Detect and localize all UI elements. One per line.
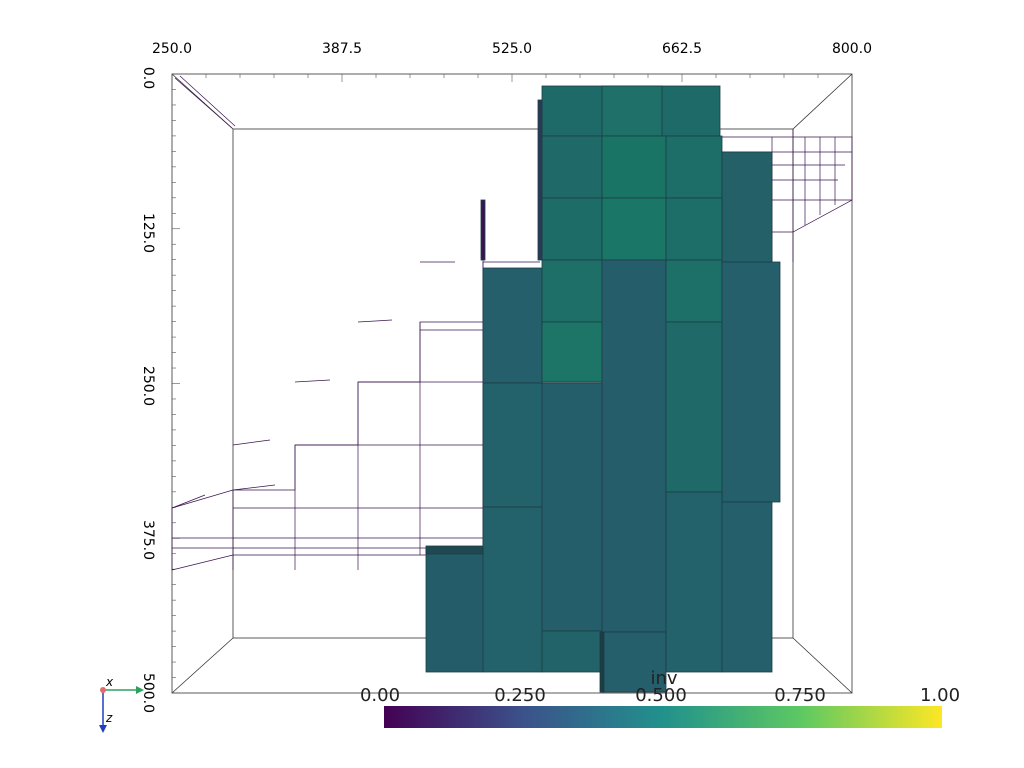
cell-side-face xyxy=(537,99,543,261)
y-tick-label: 250.0 xyxy=(140,366,156,406)
x-tick-label: 525.0 xyxy=(492,41,532,57)
y-tick-label: 0.0 xyxy=(140,67,156,89)
colorbar-tick-label: 0.500 xyxy=(635,685,687,706)
colorbar-title: inv xyxy=(650,668,677,689)
origin-dot-icon xyxy=(100,687,106,693)
colorbar-tick-label: 0.250 xyxy=(494,685,546,706)
cell xyxy=(482,267,543,384)
cell xyxy=(721,261,781,503)
cell xyxy=(601,259,667,633)
cell xyxy=(482,506,543,673)
cell xyxy=(665,135,723,199)
colorbar: inv 0.00 0.250 0.500 0.750 1.00 xyxy=(360,668,960,728)
cell xyxy=(541,135,603,199)
cell xyxy=(665,491,723,673)
cell xyxy=(601,85,663,137)
y-tick-label: 125.0 xyxy=(140,213,156,253)
cell xyxy=(541,259,603,323)
cell-top-face xyxy=(425,545,484,555)
y-tick-label: 375.0 xyxy=(140,520,156,560)
cell xyxy=(665,321,723,493)
colorbar-tick-label: 1.00 xyxy=(920,685,960,706)
x-arrow-icon xyxy=(136,686,144,694)
y-tick-label: 500.0 xyxy=(140,673,156,713)
cell xyxy=(665,259,723,323)
cell-side-face xyxy=(480,199,486,261)
x-tick-label: 250.0 xyxy=(152,41,192,57)
cell xyxy=(541,630,603,673)
x-tick-labels: 250.0 387.5 525.0 662.5 800.0 xyxy=(152,41,872,57)
cell xyxy=(482,382,543,508)
cell xyxy=(541,321,603,383)
orientation-z-label: z xyxy=(105,711,113,725)
colorbar-tick-label: 0.750 xyxy=(774,685,826,706)
colorbar-tick-label: 0.00 xyxy=(360,685,400,706)
filled-cells xyxy=(425,85,781,693)
cell xyxy=(601,631,667,693)
cell xyxy=(541,382,603,632)
cell xyxy=(665,197,723,261)
colorbar-gradient xyxy=(384,706,942,728)
orientation-axes: x z xyxy=(99,675,144,733)
x-tick-label: 662.5 xyxy=(662,41,702,57)
x-tick-label: 800.0 xyxy=(832,41,872,57)
cell xyxy=(721,151,773,263)
cell xyxy=(541,197,603,261)
cell xyxy=(425,547,484,673)
z-arrow-icon xyxy=(99,725,107,733)
cell-side-face xyxy=(599,631,605,693)
cell xyxy=(601,197,667,261)
x-tick-label: 387.5 xyxy=(322,41,362,57)
y-tick-labels: 0.0 125.0 250.0 375.0 500.0 xyxy=(140,67,156,713)
orientation-x-label: x xyxy=(105,675,114,689)
cell xyxy=(721,501,773,673)
cell xyxy=(601,135,667,199)
